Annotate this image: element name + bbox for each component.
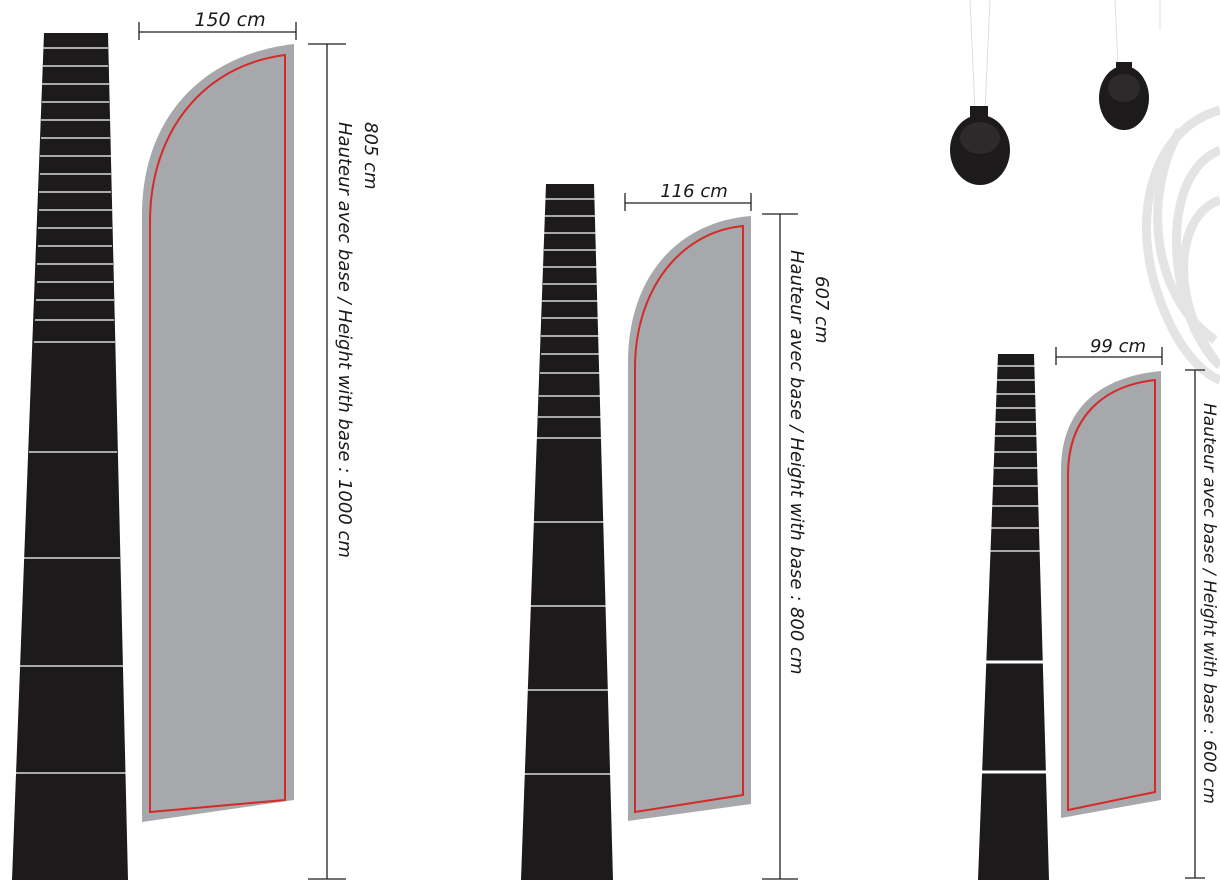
- width-label-large: 150 cm: [194, 9, 265, 31]
- background-hanging-bases: [950, 0, 1161, 185]
- total-height-label-large: Hauteur avec base / Height with base : 1…: [334, 122, 355, 558]
- width-label-medium: 116 cm: [660, 181, 728, 202]
- flag-height-label-large: 805 cm: [360, 122, 381, 190]
- flag-height-label-medium: 607 cm: [811, 276, 832, 344]
- background-sketch: [1142, 105, 1220, 385]
- flag-small: 99 cm Hauteur avec base / Height with ba…: [978, 336, 1219, 880]
- total-height-label-medium: Hauteur avec base / Height with base : 8…: [786, 250, 807, 675]
- flag-medium: 116 cm 607 cm Hauteur avec base / Height…: [521, 181, 832, 880]
- flag-cloth-large: [142, 44, 294, 822]
- pole-medium: [521, 184, 613, 880]
- flag-cloth-medium: [628, 216, 751, 821]
- width-label-small: 99 cm: [1090, 336, 1146, 357]
- pole-small: [978, 354, 1049, 880]
- width-dimension-medium: [624, 193, 752, 211]
- width-dimension-small: [1055, 347, 1163, 365]
- flag-cloth-small: [1061, 371, 1161, 818]
- height-dimension-large: [308, 43, 346, 880]
- total-height-label-small: Hauteur avec base / Height with base : 6…: [1199, 403, 1219, 804]
- flag-large: 150 cm 805 cm Hauteur avec base / Height…: [12, 9, 381, 880]
- pole-large: [12, 33, 128, 880]
- cut-line-large: [149, 53, 286, 814]
- cut-line-small: [1067, 378, 1156, 812]
- height-dimension-small: [1185, 369, 1205, 879]
- cut-line-medium: [634, 224, 744, 814]
- height-dimension-medium: [762, 213, 798, 880]
- width-dimension-large: [138, 22, 297, 40]
